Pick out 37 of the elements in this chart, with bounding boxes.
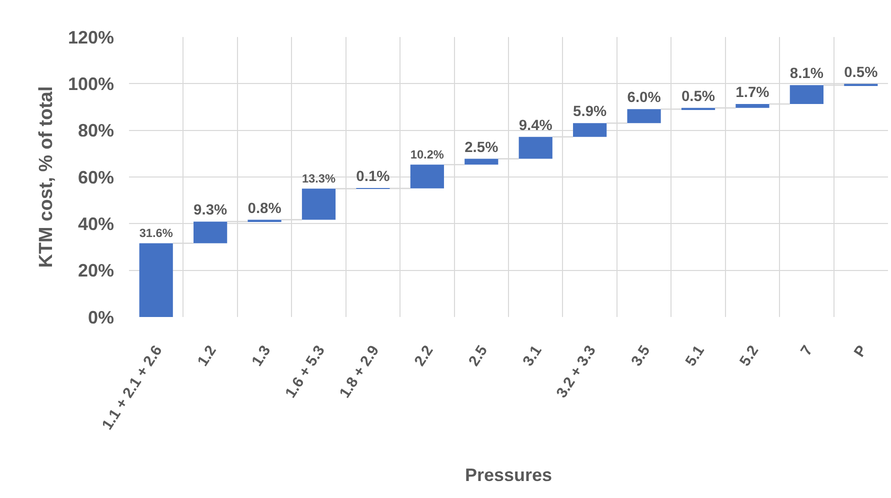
data-label: 0.5% <box>844 64 878 81</box>
x-tick-label: 3.1 <box>520 342 546 370</box>
x-tick-label: 5.1 <box>682 342 708 370</box>
data-label: 0.1% <box>356 169 390 186</box>
x-tick-label: P <box>850 342 871 360</box>
x-tick-label: 1.1 + 2.1 + 2.6 <box>98 342 166 433</box>
x-tick-label: 1.6 + 5.3 <box>282 342 328 402</box>
data-label: 0.8% <box>248 200 282 217</box>
x-axis-title: Pressures <box>464 465 552 486</box>
data-label: 0.5% <box>681 89 716 105</box>
x-tick-label: 3.2 + 3.3 <box>553 342 600 402</box>
y-tick-label: 20% <box>78 260 114 281</box>
x-tick-label: 2.5 <box>465 342 492 370</box>
data-label: 9.4% <box>518 118 552 134</box>
y-tick-label: 80% <box>78 120 114 141</box>
data-label: 1.7% <box>736 85 770 102</box>
x-tick-label: 1.3 <box>248 342 274 370</box>
y-tick-label: 120% <box>68 27 114 48</box>
data-label: 10.2% <box>410 147 444 162</box>
x-tick-label: 1.2 <box>194 342 220 370</box>
y-tick-label: 60% <box>78 167 114 188</box>
y-axis-title: KTM cost, % of total <box>36 86 57 268</box>
y-tick-label: 100% <box>68 74 114 94</box>
x-tick-label: 1.8 + 2.9 <box>336 342 383 402</box>
data-label: 31.6% <box>139 226 174 240</box>
data-label: 9.3% <box>194 202 228 219</box>
data-label: 13.3% <box>302 172 336 186</box>
y-tick-label: 0% <box>88 307 114 328</box>
data-label: 2.5% <box>464 140 498 156</box>
x-tick-label: 5.2 <box>736 342 762 370</box>
x-tick-label: 3.5 <box>628 342 654 370</box>
data-label: 5.9% <box>573 104 607 120</box>
x-tick-label: 2.2 <box>411 342 437 370</box>
x-tick-label: 7 <box>798 342 816 359</box>
data-label: 8.1% <box>790 66 824 82</box>
y-tick-label: 40% <box>78 214 114 234</box>
data-label: 6.0% <box>627 90 661 106</box>
